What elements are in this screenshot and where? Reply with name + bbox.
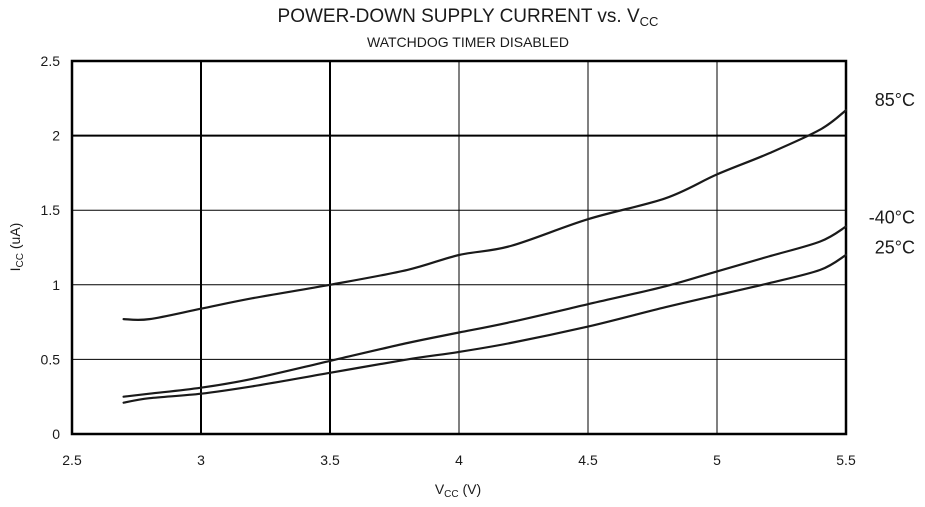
grid <box>72 61 846 434</box>
x-tick-label: 3.5 <box>320 452 340 468</box>
y-tick-label: 2 <box>52 128 60 144</box>
x-tick-label: 5 <box>713 452 721 468</box>
x-axis-label-unit: (V) <box>459 481 482 497</box>
y-axis-label-unit: (uA) <box>7 223 23 253</box>
chart-title-main: POWER-DOWN SUPPLY CURRENT vs. V <box>278 6 640 27</box>
y-tick-label: 2.5 <box>41 53 61 69</box>
series-label-2: 25°C <box>875 238 915 258</box>
chart-subtitle: WATCHDOG TIMER DISABLED <box>367 34 569 50</box>
x-tick-label: 3 <box>197 452 205 468</box>
y-axis-label-main: I <box>7 267 23 271</box>
y-axis-label: ICC (uA) <box>7 223 26 272</box>
y-axis-label-sub: CC <box>15 253 26 267</box>
y-tick-label: 1 <box>52 277 60 293</box>
y-tick-label: 1.5 <box>41 202 61 218</box>
x-tick-label: 4 <box>455 452 463 468</box>
x-axis-label-main: V <box>435 481 445 497</box>
series-label-0: 85°C <box>875 90 915 110</box>
y-tick-label: 0.5 <box>41 351 61 367</box>
series-line-2 <box>122 253 848 404</box>
x-axis-label-sub: CC <box>444 489 458 500</box>
series-label-1: -40°C <box>869 208 915 228</box>
ticks: 2.5 3 3.5 4 4.5 5 5.5 0 0.5 1 1.5 2 2.5 <box>41 53 856 468</box>
series-group <box>122 109 848 404</box>
x-tick-label: 5.5 <box>836 452 856 468</box>
x-tick-label: 4.5 <box>578 452 598 468</box>
series-line-0 <box>122 109 848 321</box>
chart-title-sub: CC <box>640 14 659 29</box>
plot-frame <box>70 59 848 436</box>
series-line-1 <box>122 225 848 398</box>
series-labels: 85°C -40°C 25°C <box>869 90 915 258</box>
x-tick-label: 2.5 <box>62 452 82 468</box>
chart-title: POWER-DOWN SUPPLY CURRENT vs. VCC <box>278 6 659 29</box>
x-axis-label: VCC (V) <box>435 481 481 500</box>
y-tick-label: 0 <box>52 426 60 442</box>
